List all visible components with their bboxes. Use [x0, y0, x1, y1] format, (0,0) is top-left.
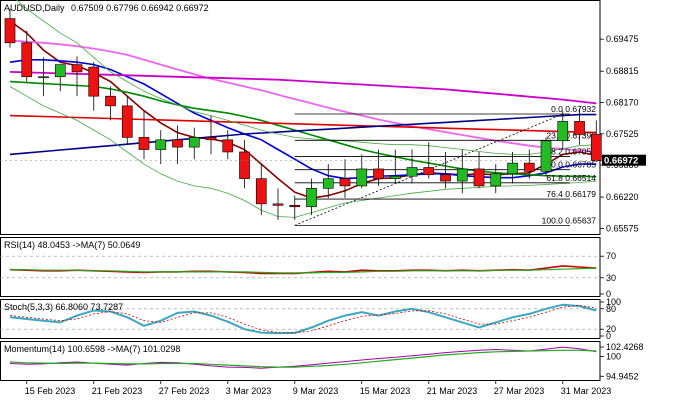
fibonacci-level-label: 50.0 0.66785	[546, 160, 596, 170]
candle-body	[574, 121, 585, 135]
moving-average-line	[9, 86, 597, 218]
x-tick-label: 27 Feb 2023	[159, 386, 210, 396]
x-tick-label: 31 Mar 2023	[561, 386, 612, 396]
ohlc-label: 0.67509 0.67796 0.66942 0.66972	[71, 3, 209, 13]
stoch-series-line	[9, 303, 597, 335]
candle-body	[54, 64, 66, 78]
y-tick-label: 102.4268	[606, 342, 644, 352]
rsi-pane: 70 30 0 RSI(14) 48.0453 ->MA(7) 50.0649	[0, 237, 616, 299]
candle-body	[272, 203, 284, 206]
stoch-title: Stoch(5,3,3) 66.8060 73.7287	[4, 302, 123, 312]
y-tick-label: 0.65575	[606, 223, 639, 233]
y-tick-label: 0.67525	[606, 129, 639, 139]
candle-body	[105, 95, 116, 107]
y-tick-label: 0.68815	[606, 66, 639, 76]
fibonacci-level-label: 76.4 0.66179	[546, 189, 596, 199]
stoch-series-line	[9, 304, 597, 334]
x-axis: 15 Feb 2023 21 Feb 2023 27 Feb 2023 3 Mar 2…	[25, 380, 612, 396]
x-tick-label: 21 Mar 2023	[427, 386, 478, 396]
current-price-badge: 0.66972	[602, 154, 646, 167]
momentum-title: Momentum(14) 100.6598 ->MA(7) 101.0298	[4, 344, 180, 354]
moving-average-line	[9, 71, 597, 105]
candle-body	[473, 168, 485, 187]
price-pane-frame	[0, 0, 601, 235]
fibonacci-level-label: 61.8 0.66514	[546, 173, 596, 183]
y-tick-label: 100	[606, 297, 621, 307]
candle-body	[490, 173, 502, 187]
candle-body	[289, 205, 301, 208]
moving-average-line	[9, 113, 597, 156]
y-tick-label: 20	[606, 324, 616, 334]
rsi-frame	[0, 237, 601, 297]
candle-body	[456, 168, 468, 182]
x-tick-label: 9 Mar 2023	[293, 386, 339, 396]
candle-body	[540, 140, 552, 172]
moving-average-line	[9, 114, 597, 134]
candle-body	[239, 151, 250, 179]
candle-body	[255, 178, 267, 205]
y-tick-label: 0	[606, 289, 611, 299]
momentum-frame	[0, 341, 601, 381]
x-tick-label: 15 Feb 2023	[25, 386, 76, 396]
candle-body	[339, 178, 351, 187]
x-tick-label: 21 Feb 2023	[92, 386, 143, 396]
x-tick-label: 27 Mar 2023	[494, 386, 545, 396]
candle-body	[423, 167, 435, 176]
x-tick-label: 3 Mar 2023	[226, 386, 272, 396]
fibonacci-level-label: 23.6 0.67390	[546, 130, 596, 140]
moving-average-line	[9, 39, 597, 153]
candle-body	[4, 18, 16, 44]
moving-average-line	[15, 0, 597, 155]
y-tick-label: 80	[606, 304, 616, 314]
candle-body	[590, 134, 602, 161]
y-tick-label: 0.69475	[606, 34, 639, 44]
y-tick-label: 70	[606, 251, 616, 261]
chart-title: AUDUSD,Daily 0.67509 0.67796 0.66942 0.6…	[4, 3, 209, 13]
x-tick-label: 15 Mar 2023	[360, 386, 411, 396]
candle-body	[557, 121, 569, 142]
moving-average-line	[9, 80, 597, 178]
candle-body	[155, 139, 167, 150]
symbol-label: AUDUSD,Daily	[4, 3, 65, 13]
y-tick-label: 0	[606, 331, 611, 341]
candle-body	[356, 168, 368, 187]
momentum-series-line	[9, 346, 597, 369]
candle-body	[71, 64, 83, 73]
rsi-series-line	[10, 267, 597, 274]
candle-body	[205, 137, 217, 141]
fibonacci-level-label: 0.0 0.67932	[551, 104, 596, 114]
candle-body	[188, 137, 200, 148]
candle-body	[523, 162, 535, 172]
momentum-series-line	[9, 349, 597, 368]
candle-body	[38, 76, 49, 79]
candle-body	[222, 139, 234, 153]
candle-body	[172, 139, 183, 148]
fibonacci-level-label: 38.2 0.67055	[546, 147, 596, 157]
fibonacci-level-label: 100.0 0.65637	[542, 215, 597, 225]
stoch-frame	[0, 299, 601, 339]
candle-body	[21, 42, 33, 78]
y-tick-label: 100	[606, 352, 621, 362]
candle-body	[322, 178, 334, 189]
candle-body	[121, 105, 133, 138]
candle-body	[88, 66, 100, 97]
rsi-title: RSI(14) 48.0453 ->MA(7) 50.0649	[4, 240, 140, 250]
y-tick-label: 94.9452	[606, 371, 639, 381]
price-pane: 0.0 0.67932 23.6 0.67390 38.2 0.67055 50.0 …	[0, 0, 639, 235]
candle-body	[306, 188, 317, 208]
y-tick-label: 0.68170	[606, 97, 639, 107]
y-tick-label: 30	[606, 273, 616, 283]
candle-body	[507, 162, 518, 175]
candle-body	[138, 137, 150, 150]
y-tick-label: 0.66220	[606, 192, 639, 202]
candle-body	[406, 167, 418, 177]
svg-text:0.66972: 0.66972	[604, 156, 638, 167]
candle-body	[373, 168, 384, 179]
candle-body	[389, 175, 401, 179]
candle-body	[440, 174, 451, 182]
